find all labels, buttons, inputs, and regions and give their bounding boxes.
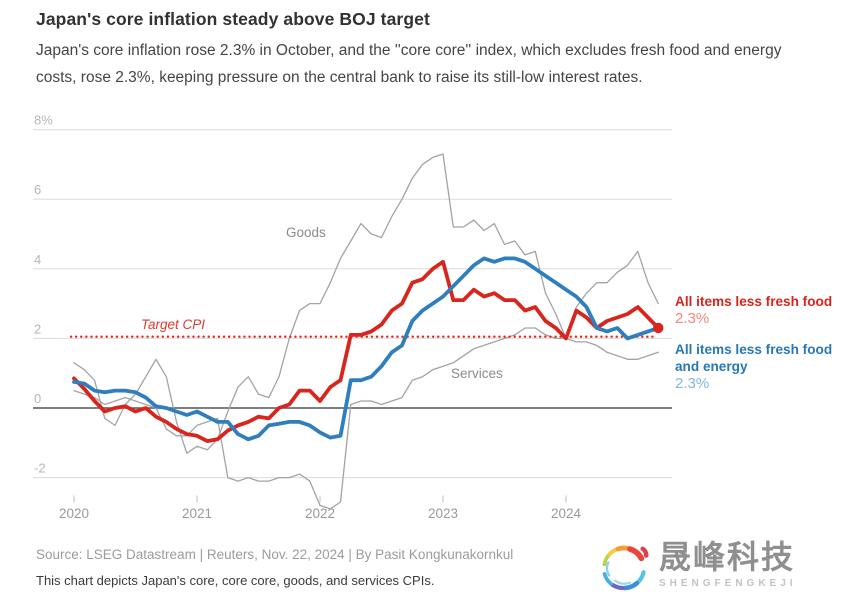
logo-company-name: 晟峰科技 <box>659 539 796 575</box>
x-tick-label: 2023 <box>428 506 458 521</box>
y-tick-label: 8% <box>34 113 53 128</box>
series-all-items-less-fresh-food-and-energy <box>72 256 661 442</box>
x-tick-label: 2024 <box>551 506 582 521</box>
y-tick-label: 0 <box>34 391 41 406</box>
chart-subtitle: Japan's core inflation rose 2.3% in Octo… <box>36 42 782 86</box>
services-series-label: Services <box>451 366 503 381</box>
y-tick-label: -2 <box>34 461 46 476</box>
legend-corecore-value: 2.3% <box>675 375 710 392</box>
chart-title: Japan's core inflation steady above BOJ … <box>36 9 430 29</box>
series-end-dot <box>653 322 664 334</box>
logo-swirl-icon <box>602 545 649 591</box>
legend-core-value: 2.3% <box>675 310 710 327</box>
y-tick-label: 4 <box>34 252 41 267</box>
shengfeng-logo: 晟峰科技 SHENGFENGKEJI <box>596 539 797 595</box>
y-tick-label: 2 <box>34 321 41 336</box>
series-goods <box>73 153 659 454</box>
series-services <box>73 327 659 510</box>
series-all-items-less-fresh-food <box>72 259 661 444</box>
source-credit: Source: LSEG Datastream | Reuters, Nov. … <box>36 547 514 562</box>
x-tick-label: 2021 <box>182 506 212 521</box>
legend-corecore-label: All items less fresh food and energy <box>675 342 833 374</box>
y-tick-label: 6 <box>34 182 41 197</box>
logo-company-name-latin: SHENGFENGKEJI <box>659 578 797 589</box>
chart-description: This chart depicts Japan's core, core co… <box>36 573 435 588</box>
logo-text-block: 晟峰科技 SHENGFENGKEJI <box>659 539 797 589</box>
goods-series-label: Goods <box>286 225 326 240</box>
target-cpi-label: Target CPI <box>141 317 206 332</box>
x-tick-label: 2020 <box>59 506 89 521</box>
x-tick-label: 2022 <box>305 506 335 521</box>
legend-core-label: All items less fresh food <box>675 294 833 309</box>
